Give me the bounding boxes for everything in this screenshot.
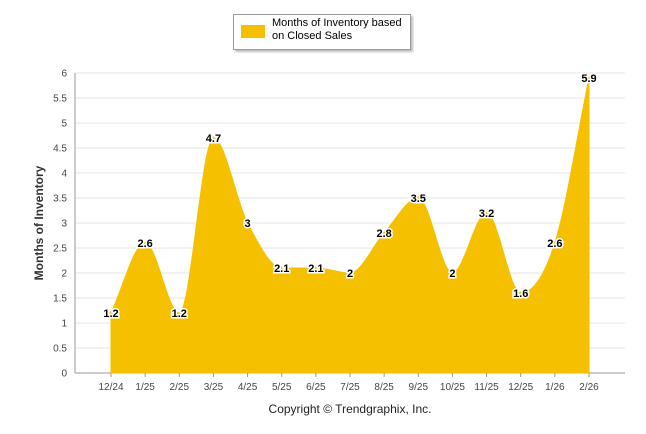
data-point	[416, 196, 420, 200]
y-tick-label: 3	[61, 219, 67, 230]
y-tick-label: 6	[61, 69, 67, 80]
x-tick-label: 3/25	[204, 382, 224, 393]
data-point	[485, 211, 489, 215]
y-tick-label: 2	[61, 269, 67, 280]
data-label: 1.2	[172, 308, 187, 320]
data-label: 3.5	[411, 193, 426, 205]
x-tick-label: 1/25	[135, 382, 155, 393]
data-label: 5.9	[581, 73, 596, 85]
legend-swatch	[241, 25, 265, 38]
y-tick-label: 4	[61, 169, 67, 180]
data-point	[280, 266, 284, 270]
data-point	[553, 241, 557, 245]
x-tick-label: 8/25	[374, 382, 394, 393]
data-label: 4.7	[206, 133, 221, 145]
y-tick-label: 2.5	[53, 244, 67, 255]
area-series	[110, 77, 590, 374]
data-point	[450, 271, 454, 275]
y-tick-label: 0.5	[53, 344, 67, 355]
data-point	[177, 311, 181, 315]
y-tick-label: 1	[61, 319, 67, 330]
y-tick-label: 3.5	[53, 194, 67, 205]
data-label: 2.1	[274, 263, 289, 275]
data-label: 3.2	[479, 208, 494, 220]
data-label: 2	[449, 268, 455, 280]
y-tick-label: 0	[61, 369, 67, 380]
data-label: 2	[347, 268, 353, 280]
y-tick-label: 4.5	[53, 144, 67, 155]
x-tick-label: 7/25	[340, 382, 360, 393]
data-point	[587, 76, 591, 80]
legend-label: Months of Inventory based on Closed Sale…	[272, 17, 402, 42]
data-point	[109, 311, 113, 315]
x-tick-label: 9/25	[409, 382, 429, 393]
data-point	[348, 271, 352, 275]
data-point	[314, 266, 318, 270]
y-tick-label: 1.5	[53, 294, 67, 305]
x-tick-label: 5/25	[272, 382, 292, 393]
x-tick-label: 1/26	[545, 382, 565, 393]
data-point	[519, 291, 523, 295]
data-label: 2.8	[376, 228, 391, 240]
chart-legend: Months of Inventory based on Closed Sale…	[233, 14, 411, 50]
x-tick-label: 2/25	[170, 382, 190, 393]
x-tick-label: 2/26	[579, 382, 599, 393]
data-point	[143, 241, 147, 245]
x-tick-label: 4/25	[238, 382, 258, 393]
data-label: 1.2	[103, 308, 118, 320]
y-axis-title: Months of Inventory	[32, 165, 46, 280]
x-tick-label: 6/25	[306, 382, 326, 393]
x-tick-label: 12/25	[508, 382, 533, 393]
data-label: 2.6	[547, 238, 562, 250]
y-tick-label: 5	[61, 119, 67, 130]
data-point	[211, 136, 215, 140]
data-label: 1.6	[513, 288, 528, 300]
data-point	[246, 221, 250, 225]
data-point	[382, 231, 386, 235]
copyright-footer: Copyright © Trendgraphix, Inc.	[268, 402, 432, 416]
data-label: 2.6	[137, 238, 152, 250]
y-tick-label: 5.5	[53, 94, 67, 105]
x-tick-label: 10/25	[440, 382, 465, 393]
data-label: 2.1	[308, 263, 323, 275]
x-tick-label: 12/24	[98, 382, 123, 393]
area-chart: 0 0.5 1 1.5 2 2.5 3 3.5 4 4.5 5 5.5 6 1.2 2.6 1.2 4.7 3 2.…	[32, 69, 625, 393]
data-label: 3	[245, 218, 251, 230]
x-tick-label: 11/25	[474, 382, 499, 393]
